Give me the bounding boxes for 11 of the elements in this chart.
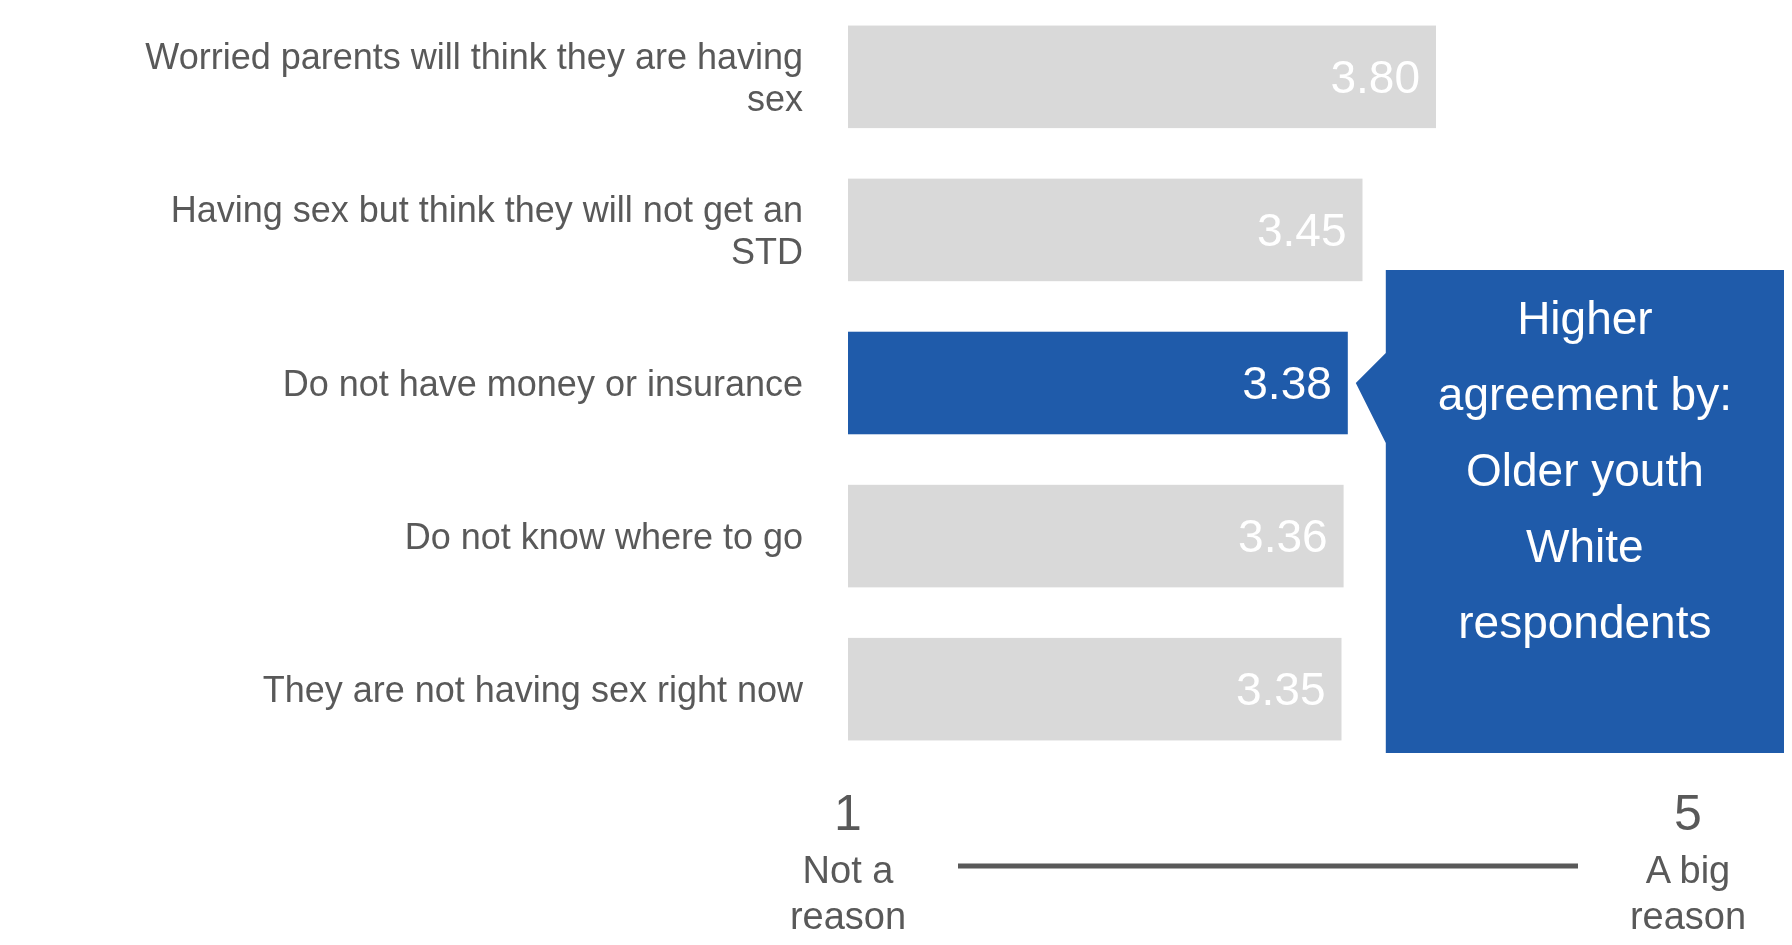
y-tick-label: Do not have money or insurance	[282, 362, 803, 404]
y-tick-label: They are not having sex right now	[262, 668, 804, 710]
data-label: 3.38	[1242, 357, 1332, 409]
x-tick-label: 1	[834, 785, 862, 841]
text: Not a reason	[789, 849, 907, 937]
y-tick-label: Worried parents will think they are having sex	[145, 35, 803, 119]
x-tick-label: 5	[1674, 785, 1702, 841]
y-tick-label: Do not know where to go	[404, 515, 803, 557]
text: A big reason	[1629, 849, 1747, 937]
annotation: Higher agreement by: Older youth White respondents	[1437, 292, 1732, 648]
y-tick-label: Having sex but think they will not get an STD	[170, 188, 803, 272]
